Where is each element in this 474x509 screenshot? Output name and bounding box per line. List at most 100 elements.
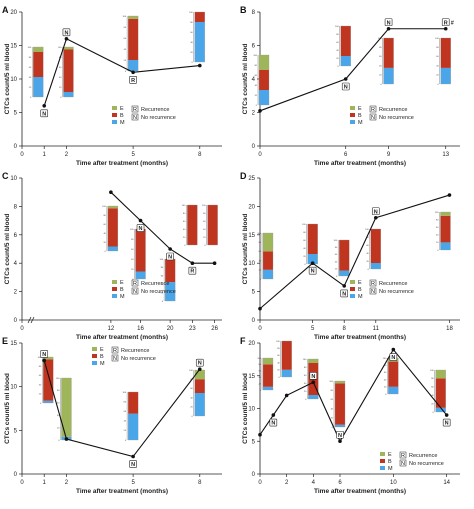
mini-tick-label: 100: [56, 378, 60, 380]
x-axis-title: Time after treatment (months): [314, 488, 406, 495]
x-tick-label: 20: [167, 326, 174, 332]
data-point: [310, 261, 315, 266]
x-tick-label: 0: [20, 480, 24, 486]
mini-tick-label: 100: [122, 16, 126, 18]
x-tick-label: 6: [338, 480, 342, 486]
mini-tick-label: 40: [124, 421, 127, 423]
bar-segment-e: [435, 370, 446, 379]
bar-segment-b: [259, 70, 269, 90]
marker-letter: N: [391, 355, 395, 361]
mini-tick-label: 80: [131, 239, 134, 241]
mini-tick-label: 20: [259, 383, 262, 385]
y-tick-label: 15: [248, 233, 255, 239]
data-point: [311, 380, 316, 385]
legend-swatch-e: [380, 452, 385, 456]
bar-segment-m: [339, 270, 350, 276]
marker-letter: N: [344, 85, 348, 91]
x-tick-label: 12: [108, 326, 115, 332]
mini-bar-frame: [370, 228, 381, 270]
mini-tick-label: 40: [384, 379, 387, 381]
data-point: [444, 413, 449, 417]
mini-tick-label: 20: [57, 427, 60, 429]
mini-tick-label: 40: [259, 377, 262, 379]
legend-r-text: Recurrence: [141, 107, 169, 113]
mini-tick-label: 0: [337, 66, 339, 68]
mini-tick-label: 20: [331, 418, 334, 420]
data-point: [447, 193, 452, 197]
x-tick-label: 2: [65, 480, 69, 486]
bar-segment-b: [33, 52, 44, 77]
legend-swatch-e: [350, 106, 355, 110]
bar-segment-e: [61, 378, 72, 437]
x-tick-label: 0: [258, 326, 262, 332]
no-recurrence-marker: [442, 418, 451, 427]
y-tick-label: 6: [252, 44, 256, 50]
no-recurrence-marker: [384, 18, 393, 27]
y-tick-label: 0: [252, 144, 256, 150]
mini-tick-label: 0: [304, 264, 306, 266]
mini-tick-label: 80: [190, 22, 193, 24]
data-point: [42, 104, 47, 108]
mini-tick-label: 100: [365, 229, 369, 231]
legend-n-box: [131, 287, 139, 295]
mini-tick-label: 60: [39, 375, 42, 377]
y-tick-label: 25: [248, 176, 255, 182]
bar-segment-m: [440, 67, 451, 84]
mini-tick-label: 100: [430, 370, 434, 372]
legend-swatch-m: [350, 120, 355, 124]
mini-tick-label: 20: [39, 394, 42, 396]
y-tick-label: 0: [252, 318, 256, 324]
legend-swatch-b: [350, 113, 355, 117]
no-recurrence-marker: [129, 460, 137, 468]
x-tick-label: 18: [446, 326, 453, 332]
no-recurrence-marker: [40, 109, 49, 118]
mini-tick-label: 0: [40, 403, 42, 405]
mini-tick-label: 40: [39, 384, 42, 386]
x-tick-label: 0: [20, 326, 24, 332]
mini-tick-label: 0: [260, 279, 262, 281]
mini-tick-label: 60: [366, 245, 369, 247]
y-tick-label: 2: [252, 111, 256, 117]
mini-bar-frame: [258, 54, 270, 106]
legend-n-text: No recurrence: [141, 289, 176, 295]
mini-tick-label: 100: [189, 12, 193, 14]
x-tick-label: 10: [390, 480, 397, 486]
mini-tick-label: 20: [277, 370, 280, 372]
legend-swatch-e: [112, 106, 117, 110]
legend-n-letter: N: [133, 289, 137, 295]
panel-letter: C: [2, 171, 9, 181]
no-recurrence-marker: [136, 224, 145, 232]
mini-tick-label: 20: [259, 270, 262, 272]
mini-tick-label: 60: [161, 276, 164, 278]
x-tick-label: 5: [131, 152, 135, 158]
mini-tick-label: 40: [59, 77, 62, 79]
mini-tick-label: 80: [431, 378, 434, 380]
mini-tick-label: 40: [183, 229, 186, 231]
mini-tick-label: 60: [384, 372, 387, 374]
bar-segment-m: [340, 56, 351, 66]
no-recurrence-marker: [389, 353, 398, 361]
legend-swatch-b: [112, 113, 117, 117]
legend-n-letter: N: [401, 461, 405, 467]
mini-tick-label: 0: [58, 440, 60, 442]
mini-bar-frame: [262, 357, 274, 391]
mini-tick-label: 20: [131, 269, 134, 271]
legend-swatch-e: [112, 280, 117, 284]
x-tick-label: 0: [258, 152, 262, 158]
bar-segment-e: [440, 212, 451, 216]
mini-tick-label: 40: [436, 65, 439, 67]
mini-tick-label: 80: [379, 47, 382, 49]
mini-tick-label: 60: [436, 227, 439, 229]
mini-tick-label: 80: [303, 232, 306, 234]
mini-tick-label: 100: [202, 205, 206, 207]
panel-letter: B: [240, 5, 247, 15]
y-tick-label: 0: [252, 472, 256, 478]
